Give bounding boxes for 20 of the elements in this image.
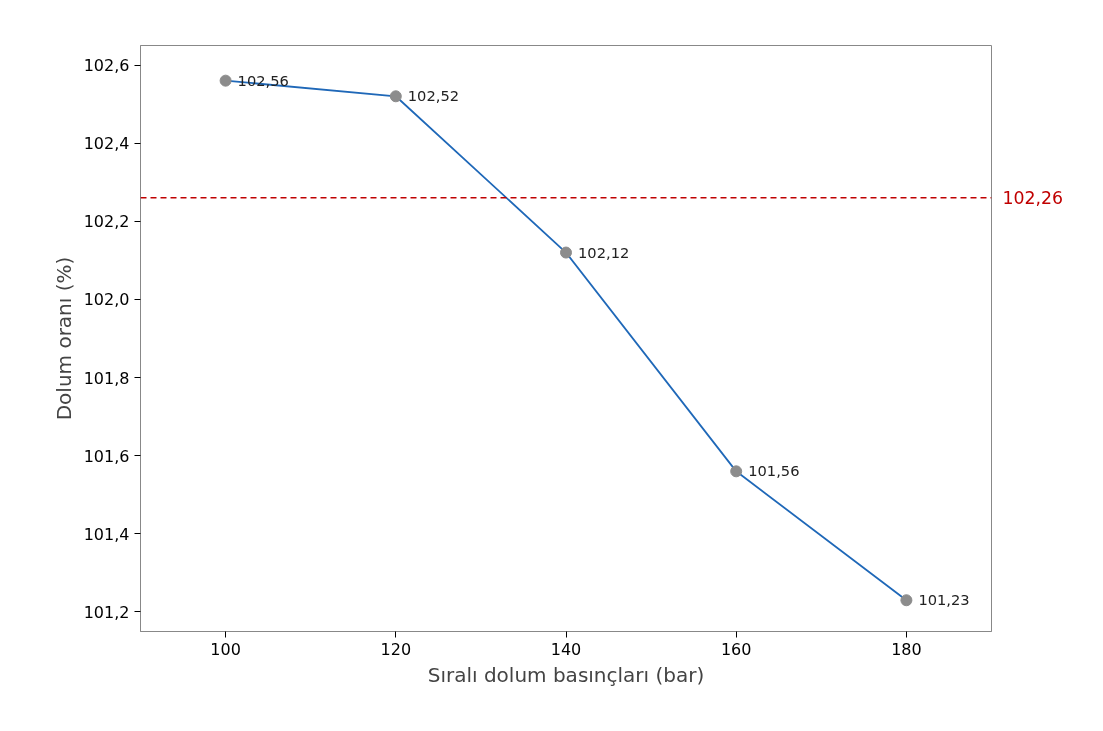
data-label: 102,52: [407, 87, 460, 105]
y-tick-label: 101,2: [83, 602, 130, 622]
y-tick-label: 102,4: [83, 134, 130, 154]
data-label: 102,12: [578, 243, 630, 261]
y-tick-label: 102,6: [83, 56, 130, 76]
x-axis-title: Sıralı dolum basınçları (bar): [427, 662, 705, 687]
x-tick-label: 180: [891, 639, 922, 659]
x-tick-label: 140: [550, 639, 582, 659]
x-tick-label: 120: [380, 639, 412, 659]
y-tick-label: 101,4: [83, 524, 130, 544]
y-tick-label: 101,8: [83, 368, 130, 388]
data-label: 101,23: [918, 591, 970, 609]
y-tick-label: 102,0: [83, 290, 130, 310]
x-tick-label: 160: [720, 639, 752, 659]
y-tick-label: 101,6: [83, 446, 130, 466]
y-axis-title: Dolum oranı (%): [51, 256, 76, 421]
y-tick-label: 102,2: [83, 212, 130, 232]
x-tick-label: 100: [210, 639, 241, 659]
data-label: 101,56: [748, 462, 800, 480]
ref-line-label: 102,26: [1002, 188, 1064, 209]
